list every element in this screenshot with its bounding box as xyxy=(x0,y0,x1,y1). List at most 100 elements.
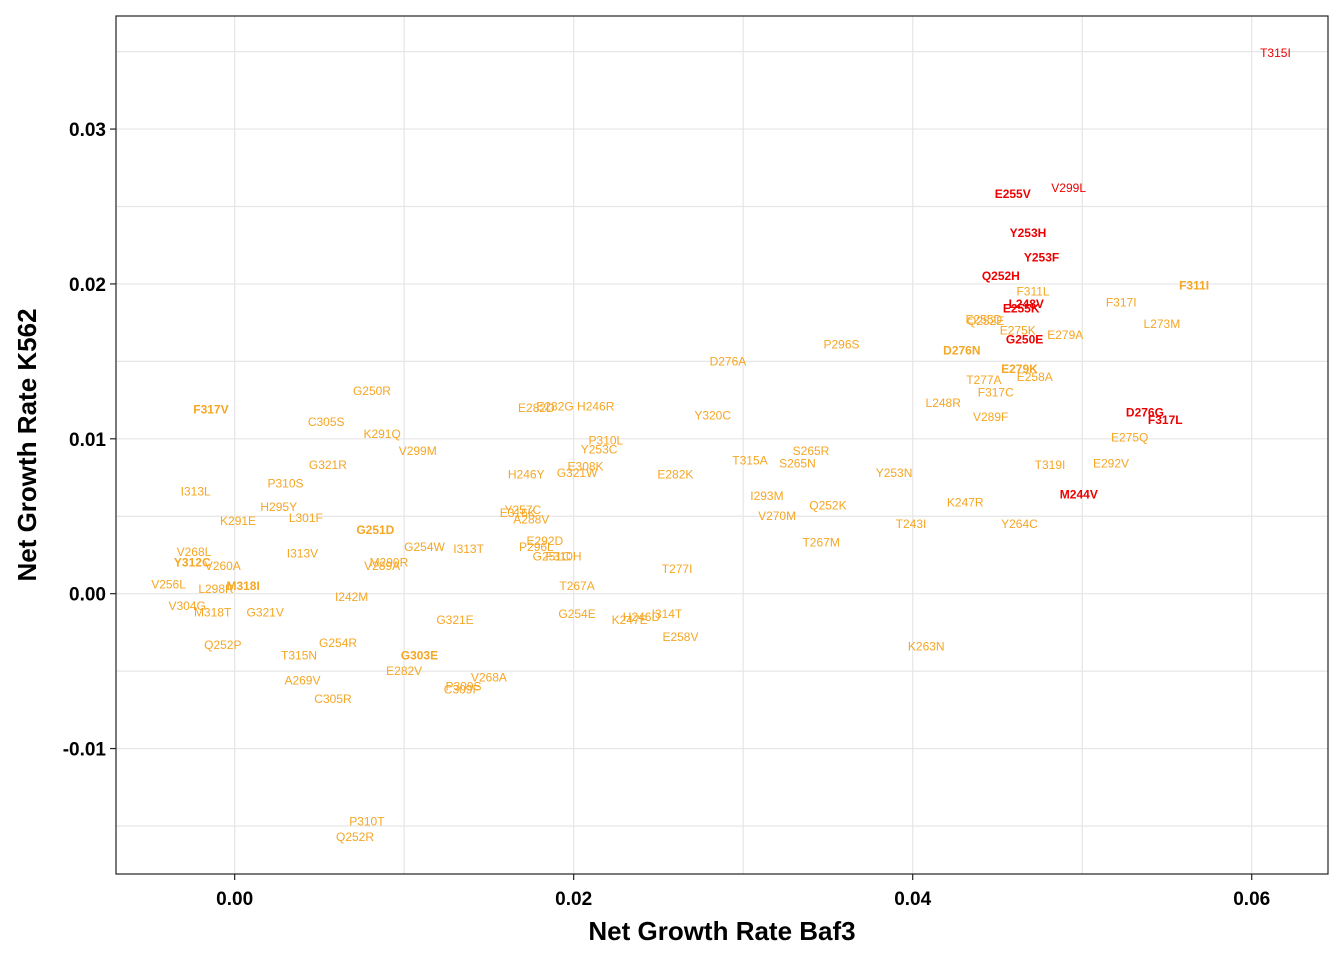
point-label-f317i: F317I xyxy=(1106,296,1137,310)
point-label-d276a: D276A xyxy=(710,354,747,368)
point-label-g250e: G250E xyxy=(1006,333,1043,347)
point-label-v270m: V270M xyxy=(758,509,796,523)
point-label-s265r: S265R xyxy=(793,444,830,458)
x-tick-label: 0.00 xyxy=(216,889,253,910)
point-label-v268a: V268A xyxy=(471,670,507,684)
point-label-m290r: M290R xyxy=(370,556,409,570)
point-label-h295y: H295Y xyxy=(260,500,297,514)
point-label-l248r: L248R xyxy=(926,396,962,410)
point-label-g254e: G254E xyxy=(558,607,595,621)
point-label-t267m: T267M xyxy=(802,536,839,550)
point-label-q252h: Q252H xyxy=(982,269,1020,283)
point-label-h246d: H246D xyxy=(623,610,661,624)
point-label-y320c: Y320C xyxy=(694,409,731,423)
point-label-g321v: G321V xyxy=(246,605,283,619)
x-axis-title: Net Growth Rate Baf3 xyxy=(588,916,855,946)
point-label-t267a: T267A xyxy=(559,579,594,593)
point-label-t277i: T277I xyxy=(662,562,693,576)
point-label-f317v: F317V xyxy=(193,402,228,416)
point-label-l298r: L298R xyxy=(198,582,234,596)
point-label-i242m: I242M xyxy=(335,590,368,604)
point-label-e292v: E292V xyxy=(1093,457,1129,471)
y-tick-label: -0.01 xyxy=(63,740,107,761)
point-label-y253h: Y253H xyxy=(1010,226,1047,240)
grid-layer xyxy=(116,16,1328,874)
axis-ticks: 0.00 0.02 0.04 0.06 -0.01 0.00 0.01 0.02 0.03 xyxy=(63,120,1271,910)
point-label-k291e: K291E xyxy=(220,514,256,528)
point-labels: T315I V299L E255V Y253H Y253F Q252H F311LL248V… xyxy=(151,46,1291,844)
point-label-c305s: C305S xyxy=(308,415,345,429)
point-label-e282v: E282V xyxy=(386,664,422,678)
x-tick-label: 0.02 xyxy=(555,889,592,910)
point-label-q252k: Q252K xyxy=(809,498,846,512)
point-label-l248v: L248V xyxy=(1009,297,1044,311)
point-label-e275q: E275Q xyxy=(1111,430,1148,444)
point-label-m318t: M318T xyxy=(194,605,232,619)
point-label-g250r: G250R xyxy=(353,384,391,398)
y-tick-label: 0.01 xyxy=(69,430,106,451)
point-label-v289a: V289A xyxy=(364,559,400,573)
point-label-t315n: T315N xyxy=(281,649,317,663)
point-label-h246r: H246R xyxy=(577,399,615,413)
point-label-e292d: E292D xyxy=(527,534,564,548)
point-label-g251c: G251C xyxy=(533,550,571,564)
point-label-y253n: Y253N xyxy=(876,466,913,480)
point-label-m244v: M244V xyxy=(1060,488,1098,502)
point-label-q252r: Q252R xyxy=(336,830,374,844)
point-label-f311l: F311L xyxy=(1016,285,1049,299)
point-label-g321e: G321E xyxy=(436,613,473,627)
point-label-e258v: E258V xyxy=(662,630,698,644)
point-label-v268l: V268L xyxy=(177,545,212,559)
point-label-p309s: P309S xyxy=(445,680,481,694)
point-label-e258a: E258A xyxy=(1017,370,1053,384)
point-label-l273m: L273M xyxy=(1144,317,1181,331)
point-label-t319i: T319I xyxy=(1035,458,1066,472)
point-label-y312c: Y312C xyxy=(174,556,211,570)
point-label-e308k: E308K xyxy=(568,460,604,474)
point-label-s265n: S265N xyxy=(779,457,816,471)
point-label-g251d: G251D xyxy=(356,523,394,537)
point-label-g254r: G254R xyxy=(319,636,357,650)
point-label-a269v: A269V xyxy=(284,673,320,687)
point-label-g254w: G254W xyxy=(404,540,445,554)
point-label-p296s: P296S xyxy=(823,337,859,351)
point-label-y264c: Y264C xyxy=(1001,517,1038,531)
point-label-v304g: V304G xyxy=(169,599,206,613)
point-label-d276g: D276G xyxy=(1126,405,1164,419)
y-tick-label: 0.00 xyxy=(69,585,106,606)
point-label-m318i: M318I xyxy=(226,579,259,593)
x-tick-label: 0.06 xyxy=(1233,889,1270,910)
point-label-v299l: V299L xyxy=(1051,181,1086,195)
point-label-e255v: E255V xyxy=(995,187,1031,201)
point-label-i293m: I293M xyxy=(750,489,783,503)
point-label-e279a: E279A xyxy=(1047,328,1083,342)
point-label-t277a: T277A xyxy=(966,373,1001,387)
point-label-g321w: G321W xyxy=(557,466,598,480)
point-label-v289f: V289F xyxy=(973,410,1008,424)
point-label-v260a: V260A xyxy=(205,559,241,573)
point-label-l301f: L301F xyxy=(289,511,323,525)
point-label-e275k: E275K xyxy=(1000,323,1036,337)
point-label-g321r: G321R xyxy=(309,458,347,472)
point-label-k247r: K247R xyxy=(947,495,984,509)
point-label-e282d: E282D xyxy=(518,401,555,415)
y-tick-label: 0.03 xyxy=(69,120,106,141)
point-label-p296l: P296L xyxy=(519,540,554,554)
point-label-y257c: Y257C xyxy=(504,503,541,517)
point-label-c305r: C305R xyxy=(314,692,352,706)
point-label-i313v: I313V xyxy=(287,546,318,560)
point-label-g303e: G303E xyxy=(401,649,438,663)
point-label-y253f: Y253F xyxy=(1024,251,1059,265)
point-label-p310t: P310T xyxy=(349,814,385,828)
point-label-i313t: I313T xyxy=(453,542,484,556)
point-label-k263n: K263N xyxy=(908,639,945,653)
point-label-e255k: E255K xyxy=(1003,302,1040,316)
point-label-e279k: E279K xyxy=(1001,362,1038,376)
point-label-t315a: T315A xyxy=(732,453,767,467)
point-label-k291q: K291Q xyxy=(363,427,400,441)
point-label-e282k: E282K xyxy=(657,467,693,481)
point-label-v299m: V299M xyxy=(399,444,437,458)
point-label-f311i: F311I xyxy=(1179,278,1209,292)
y-tick-label: 0.02 xyxy=(69,275,106,296)
